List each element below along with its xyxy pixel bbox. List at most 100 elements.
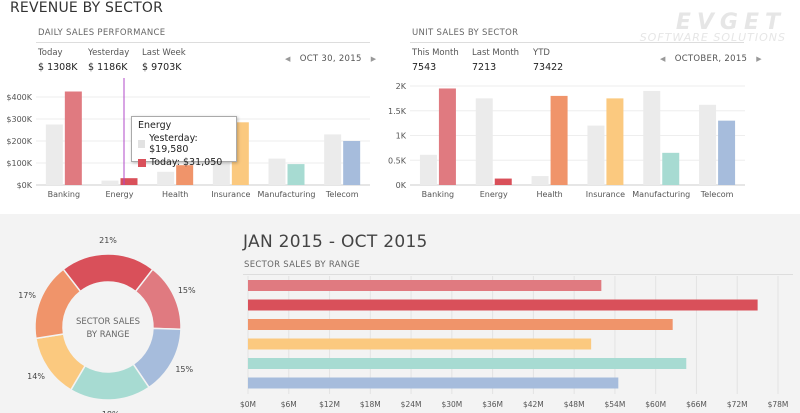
unit-sales-chart: 0K 0.5K 1K 1.5K 2K Banking Energy Health Insuran… [388,82,745,199]
kpi-last-week: Last Week $ 9703K [142,48,186,73]
bar-yesterday [45,124,63,185]
daily-divider [36,42,370,43]
donut-label: 21% [99,236,117,245]
sector-range-bar-chart: $0M $6M $12M $18M $24M $30M $36M $42M $48M $54M $6… [240,276,789,409]
bar-this-month [606,98,624,185]
bar-this-month [550,95,568,185]
x-tick-label: Banking [48,190,80,199]
x-tick-label: Health [536,190,562,199]
kpi-this-month: This Month 7543 [412,48,459,73]
next-month-button[interactable]: ▶ [756,55,762,63]
x-tick-label: Insurance [211,190,250,199]
kpi-yesterday: Yesterday $ 1186K [88,48,130,73]
donut-label: 14% [27,372,45,381]
bar-yesterday [157,171,175,185]
y-tick-label: $0K [17,181,33,190]
bar-today [287,164,305,185]
y-tick-label: 1K [396,132,407,141]
y-tick-label: $400K [6,93,32,102]
x-tick-label: $66M [686,400,707,409]
bar-this-month [438,88,456,185]
bar-this-month [494,178,512,185]
x-tick-label: Health [162,190,188,199]
x-tick-label: $12M [319,400,340,409]
bar-last-month [587,125,605,185]
tooltip-title: Energy [138,120,172,131]
x-tick-label: $60M [645,400,666,409]
tooltip-yesterday-swatch [138,140,146,148]
y-tick-label: 0.5K [388,156,407,165]
prev-day-button[interactable]: ◀ [285,55,291,63]
bar-today [176,165,194,185]
range-bars-title: SECTOR SALES BY RANGE [244,260,361,270]
sector-donut-chart: 21% 15% 15% 18% 14% 17% [18,236,196,413]
daily-panel-title: DAILY SALES PERFORMANCE [38,28,166,38]
donut-slice [34,268,82,340]
range-divider [243,274,793,275]
range-bar [248,319,673,330]
bar-this-month [662,152,680,185]
next-day-button[interactable]: ▶ [370,55,377,63]
bar-yesterday [268,158,286,185]
x-tick-label: $18M [360,400,381,409]
x-tick-label: Banking [422,190,454,199]
unit-date-selector: ◀ OCTOBER, 2015 ▶ [660,54,762,64]
watermark-logo: EVGET SOFTWARE SOLUTIONS [639,10,786,44]
chart-tooltip: Energy Yesterday: $19,580 Today: $31,050 [131,116,237,168]
tooltip-today-swatch [138,158,146,167]
range-bar [248,358,687,369]
x-tick-label: $24M [401,400,422,409]
y-tick-label: 0K [396,181,407,190]
unit-panel-title: UNIT SALES BY SECTOR [412,28,519,38]
x-tick-label: Energy [105,190,133,199]
donut-label: 17% [18,291,36,300]
kpi-last-month: Last Month 7213 [472,48,520,73]
range-bar [248,280,602,291]
range-bar [248,377,619,389]
donut-label: 15% [178,286,196,295]
kpi-ytd: YTD 73422 [533,48,564,73]
tooltip-today: Today: $31,050 [150,157,223,168]
x-tick-label: $36M [482,400,503,409]
bar-today [343,141,361,185]
range-bar [248,299,758,311]
donut-label: 15% [175,365,193,374]
x-tick-label: Energy [480,190,508,199]
bar-yesterday [101,180,119,185]
prev-month-button[interactable]: ◀ [660,55,666,63]
y-tick-label: $200K [6,137,32,146]
x-tick-label: $30M [441,400,462,409]
bar-last-month [643,90,661,185]
x-tick-label: Telecom [700,190,734,199]
bar-last-month [531,176,549,185]
y-tick-label: 1.5K [388,107,407,116]
x-tick-label: $42M [523,400,544,409]
range-title: JAN 2015 - OCT 2015 [243,232,428,252]
bar-today [120,178,138,185]
x-tick-label: $54M [605,400,626,409]
x-tick-label: $72M [727,400,748,409]
y-tick-label: $300K [6,115,32,124]
donut-center-label: SECTOR SALES BY RANGE [75,317,141,340]
bar-last-month [419,154,437,185]
x-tick-label: Telecom [325,190,359,199]
x-tick-label: $78M [768,400,789,409]
x-tick-label: Manufacturing [632,190,690,199]
page-title: REVENUE BY SECTOR [10,0,164,16]
bar-this-month [718,120,736,185]
bar-last-month [699,104,717,185]
x-tick-label: $0M [240,400,256,409]
kpi-today: Today $ 1308K [38,48,78,73]
y-tick-label: $100K [6,159,32,168]
x-tick-label: $48M [564,400,585,409]
x-tick-label: Manufacturing [258,190,316,199]
y-tick-label: 2K [396,82,407,91]
x-tick-label: Insurance [586,190,625,199]
daily-date-selector: ◀ OCT 30, 2015 ▶ [285,54,377,64]
x-tick-label: $6M [281,400,297,409]
unit-divider [410,42,744,43]
range-bar [248,338,592,350]
donut-label: 18% [102,410,120,413]
bar-yesterday [324,134,342,185]
bar-today [64,91,82,185]
